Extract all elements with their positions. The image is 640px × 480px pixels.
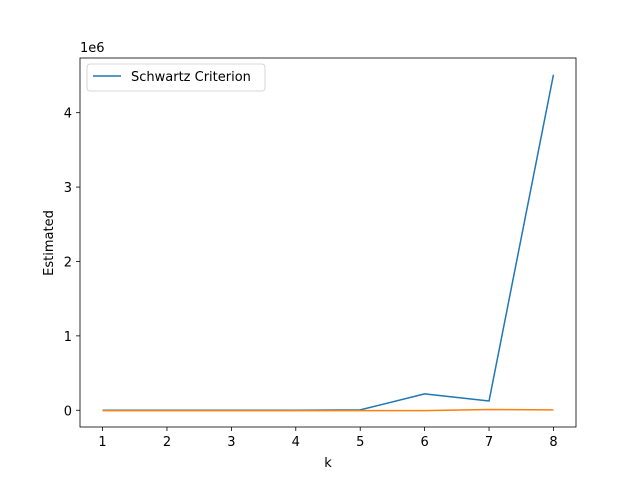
x-tick-label: 1 <box>98 435 106 450</box>
x-tick-label: 7 <box>485 435 493 450</box>
y-axis-label: Estimated <box>42 210 57 276</box>
x-tick-label: 2 <box>163 435 171 450</box>
x-tick-label: 6 <box>420 435 428 450</box>
legend-label-schwartz: Schwartz Criterion <box>131 70 251 85</box>
y-tick-label: 3 <box>64 181 72 196</box>
legend: Schwartz Criterion <box>86 63 266 92</box>
x-axis-label: k <box>324 456 332 471</box>
series-line-1 <box>102 408 554 412</box>
y-tick-label: 1 <box>64 330 72 345</box>
x-ticks: 1 2 3 4 5 6 7 8 <box>98 427 558 450</box>
y-tick-label: 0 <box>64 404 72 419</box>
legend-box <box>86 63 266 92</box>
x-tick-label: 8 <box>549 435 557 450</box>
series-layer <box>102 74 555 412</box>
x-tick-label: 3 <box>227 435 235 450</box>
plot-frame <box>79 57 577 428</box>
plot-area <box>80 58 576 427</box>
y-tick-label: 4 <box>64 107 72 122</box>
y-tick-label: 2 <box>64 255 72 270</box>
x-tick-label: 5 <box>356 435 364 450</box>
y-offset-text: 1e6 <box>80 41 105 56</box>
x-tick-label: 4 <box>292 435 300 450</box>
y-ticks: 0 1 2 3 4 <box>64 107 80 419</box>
